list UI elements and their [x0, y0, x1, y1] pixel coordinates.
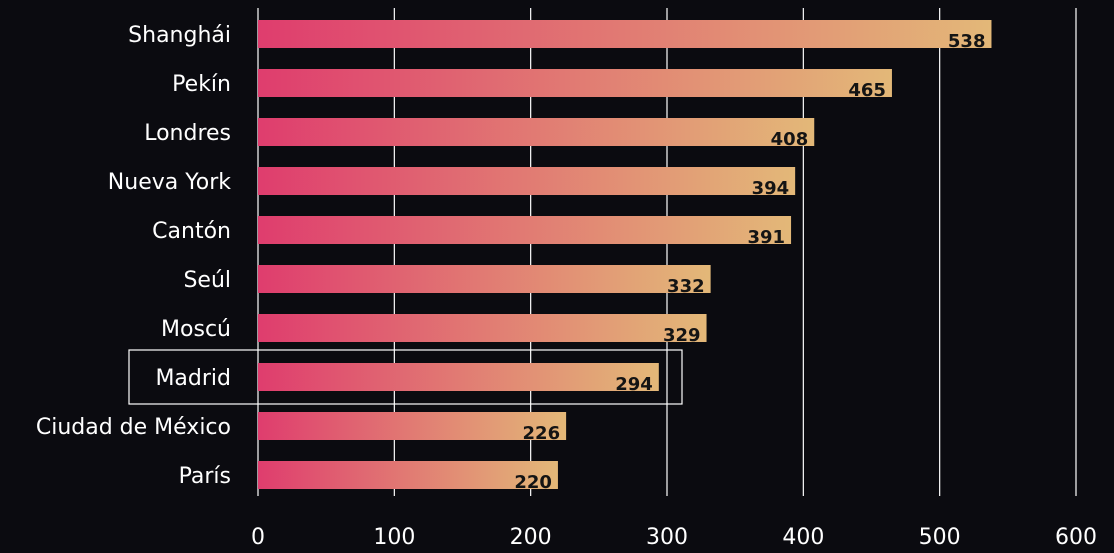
category-label: Madrid: [155, 366, 231, 391]
bar-5: [258, 265, 711, 293]
value-label: 391: [747, 227, 785, 248]
bars: [258, 20, 992, 489]
x-tick-label: 500: [919, 525, 961, 550]
bar-7: [258, 363, 659, 391]
category-labels: Shanghái Pekín Londres Nueva York Cantón Seúl…: [36, 23, 231, 489]
value-label: 329: [663, 325, 701, 346]
highlight-group: [128, 349, 683, 405]
bar-4: [258, 216, 792, 244]
category-label: Pekín: [172, 72, 231, 97]
category-label: Nueva York: [108, 170, 231, 195]
category-label: Londres: [144, 121, 231, 146]
bar-6: [258, 314, 707, 342]
value-label: 332: [667, 276, 705, 297]
value-label: 294: [615, 374, 653, 395]
value-label: 220: [514, 472, 552, 493]
x-tick-label: 300: [646, 525, 688, 550]
x-tick-label: 0: [251, 525, 265, 550]
highlight-box: [128, 349, 683, 405]
value-label: 226: [523, 423, 561, 444]
category-label: Cantón: [152, 219, 231, 244]
value-label: 465: [848, 80, 886, 101]
value-labels: 538 465 408 394 391 332 329 294 226 220: [514, 31, 985, 493]
category-label: París: [179, 464, 231, 489]
x-tick-label: 200: [510, 525, 552, 550]
x-tick-label: 400: [782, 525, 824, 550]
bar-9: [258, 461, 558, 489]
x-tick-label: 600: [1055, 525, 1097, 550]
bar-1: [258, 69, 892, 97]
value-label: 408: [771, 129, 809, 150]
bar-0: [258, 20, 992, 48]
category-label: Shanghái: [128, 23, 231, 48]
bar-8: [258, 412, 567, 440]
value-label: 394: [752, 178, 790, 199]
category-label: Moscú: [161, 317, 231, 342]
category-label: Ciudad de México: [36, 415, 231, 440]
bar-3: [258, 167, 796, 195]
bar-2: [258, 118, 815, 146]
value-label: 538: [948, 31, 986, 52]
category-label: Seúl: [183, 268, 231, 293]
x-tick-label: 100: [373, 525, 415, 550]
x-axis-ticks: 0 100 200 300 400 500 600: [251, 525, 1097, 550]
